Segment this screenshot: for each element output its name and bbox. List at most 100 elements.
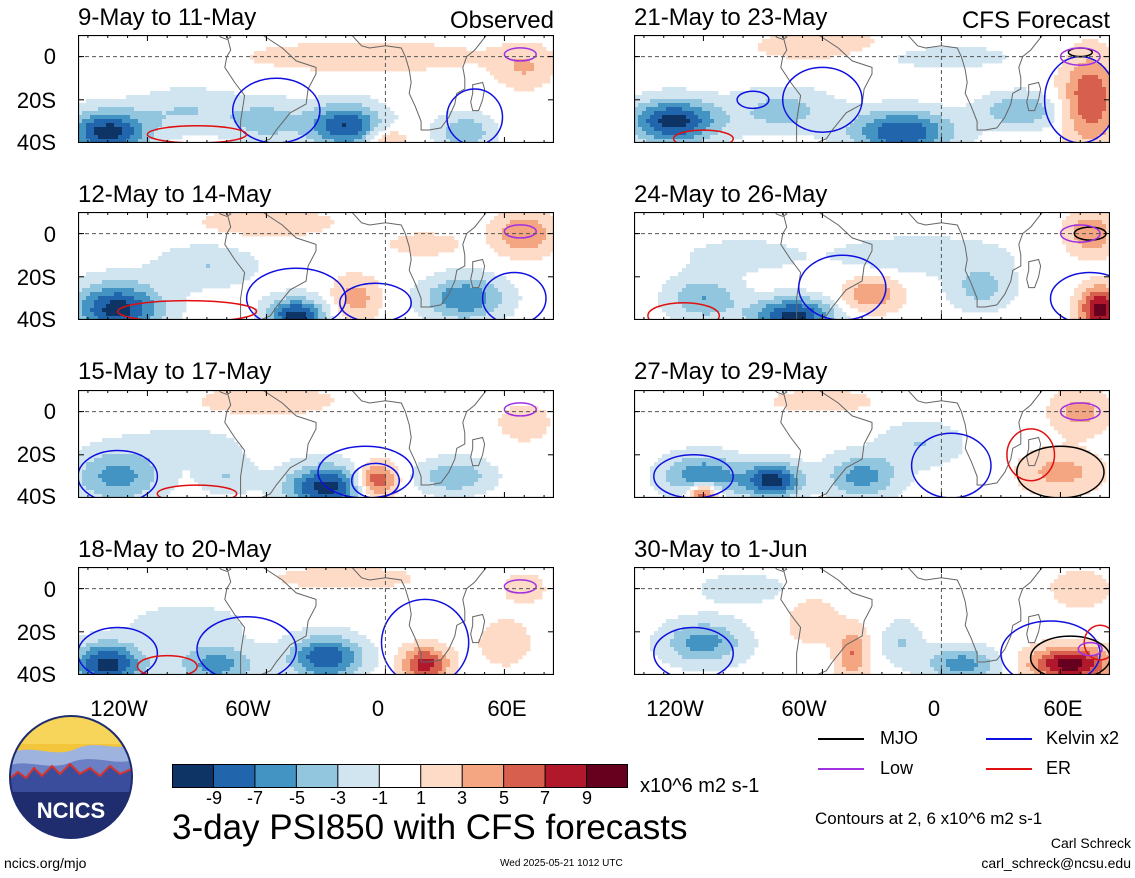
- y-tick-label: 20S: [16, 620, 56, 645]
- coastline: [1026, 81, 1042, 112]
- wave-contour: [380, 598, 470, 675]
- colorbar-tick: -1: [371, 788, 388, 808]
- wave-contour: [481, 271, 547, 320]
- map-panel-fcst-1: [634, 35, 1110, 143]
- x-tick-label: 120W: [90, 696, 148, 721]
- panel-title: 27-May to 29-May: [634, 358, 828, 385]
- colorbar-swatch: [172, 764, 214, 788]
- y-tick-label: 40S: [16, 662, 56, 687]
- wave-contour: [503, 579, 537, 594]
- wave-contour: [146, 125, 248, 143]
- legend-line-kelvin: [986, 738, 1032, 740]
- wave-contour: [910, 432, 992, 498]
- coastline: [774, 212, 788, 217]
- wave-contour: [446, 88, 504, 143]
- wave-contour: [116, 299, 258, 320]
- x-tick-label: 60E: [1043, 696, 1083, 721]
- wave-contour: [339, 282, 412, 320]
- coastline: [907, 35, 1044, 131]
- legend-label-low: Low: [880, 758, 914, 778]
- colorbar-tick: -5: [288, 788, 305, 808]
- y-tick-label: 40S: [16, 130, 56, 155]
- wave-contour: [503, 47, 537, 62]
- main-title: 3-day PSI850 with CFS forecasts: [172, 808, 688, 847]
- legend-line-er: [986, 768, 1032, 770]
- coastline: [470, 258, 486, 289]
- footer-timestamp: Wed 2025-05-21 1012 UTC: [500, 858, 623, 869]
- panel-title: 18-May to 20-May: [78, 536, 272, 563]
- colorbar-tick: -9: [205, 788, 222, 808]
- coastline: [1026, 613, 1042, 644]
- wave-contour: [78, 626, 159, 675]
- colorbar-tick: 5: [498, 788, 509, 808]
- wave-contour: [1059, 224, 1101, 243]
- coastline: [218, 390, 232, 395]
- x-tick-label: 120W: [646, 696, 704, 721]
- panel-title: 12-May to 14-May: [78, 181, 272, 208]
- coastline: [351, 390, 488, 486]
- wave-contour: [196, 615, 297, 675]
- colorbar-swatch: [379, 764, 422, 788]
- wave-contour: [1059, 47, 1101, 66]
- legend-label-kelvin: Kelvin x2: [1046, 728, 1120, 748]
- coastline: [774, 390, 788, 395]
- colorbar-swatch: [337, 764, 380, 788]
- y-tick-label: 20S: [16, 265, 56, 290]
- coastline: [351, 212, 488, 308]
- colorbar-swatch: [462, 764, 505, 788]
- colorbar-swatch: [503, 764, 546, 788]
- wave-contour: [78, 449, 159, 498]
- panel-title: 15-May to 17-May: [78, 358, 272, 385]
- wave-contour: [781, 66, 863, 133]
- wave-contour: [672, 129, 734, 143]
- panel-title: 30-May to 1-Jun: [634, 536, 808, 563]
- coastline: [774, 35, 788, 40]
- coastline: [470, 436, 486, 467]
- x-tick-label: 60W: [781, 696, 827, 721]
- contours-note: Contours at 2, 6 x10^6 m2 s-1: [815, 809, 1043, 828]
- panel-title: 24-May to 26-May: [634, 181, 828, 208]
- footer-site[interactable]: ncics.org/mjo: [4, 855, 87, 871]
- forecast-label: CFS Forecast: [961, 7, 1110, 34]
- wave-contour: [503, 224, 537, 239]
- wave-contour: [647, 301, 721, 320]
- y-tick-label: 20S: [16, 442, 56, 467]
- ncics-logo: NCICS: [9, 715, 133, 839]
- logo-text: NCICS: [37, 798, 105, 823]
- wave-contour: [231, 77, 321, 143]
- map-panel-fcst-2: [634, 212, 1110, 320]
- wave-contour: [136, 654, 198, 675]
- coastline: [780, 212, 873, 320]
- coastline: [907, 390, 1044, 486]
- colorbar-swatch: [586, 764, 628, 788]
- coastline: [351, 567, 488, 663]
- legend-line-mjo: [818, 738, 864, 740]
- wave-contour: [503, 402, 537, 417]
- coastline: [780, 567, 873, 675]
- coastline: [907, 567, 1044, 663]
- colorbar-units: x10^6 m2 s-1: [640, 775, 760, 797]
- coastline: [774, 567, 788, 572]
- y-tick-label: 0: [43, 399, 56, 424]
- map-panel-fcst-4: [634, 567, 1110, 675]
- colorbar-tick: 7: [539, 788, 550, 808]
- panel-title: 9-May to 11-May: [78, 4, 257, 31]
- y-tick-label: 40S: [16, 484, 56, 509]
- wave-contour: [1059, 402, 1101, 421]
- colorbar-tick: -3: [329, 788, 346, 808]
- coastline: [224, 390, 317, 498]
- colorbar-tick: 1: [415, 788, 426, 808]
- colorbar-tick: -7: [246, 788, 263, 808]
- coastline: [470, 81, 486, 112]
- map-panel-obs-1: [78, 35, 554, 143]
- wave-contour: [1049, 271, 1110, 320]
- coastline: [218, 567, 232, 572]
- legend-label-er: ER: [1046, 758, 1072, 778]
- y-tick-label: 0: [43, 577, 56, 602]
- wave-contour: [1006, 428, 1056, 482]
- author-email[interactable]: carl_schreck@ncsu.edu: [981, 855, 1131, 871]
- coastline: [1026, 436, 1042, 467]
- legend-line-low: [818, 768, 864, 770]
- y-tick-label: 40S: [16, 307, 56, 332]
- map-panel-obs-3: [78, 390, 554, 498]
